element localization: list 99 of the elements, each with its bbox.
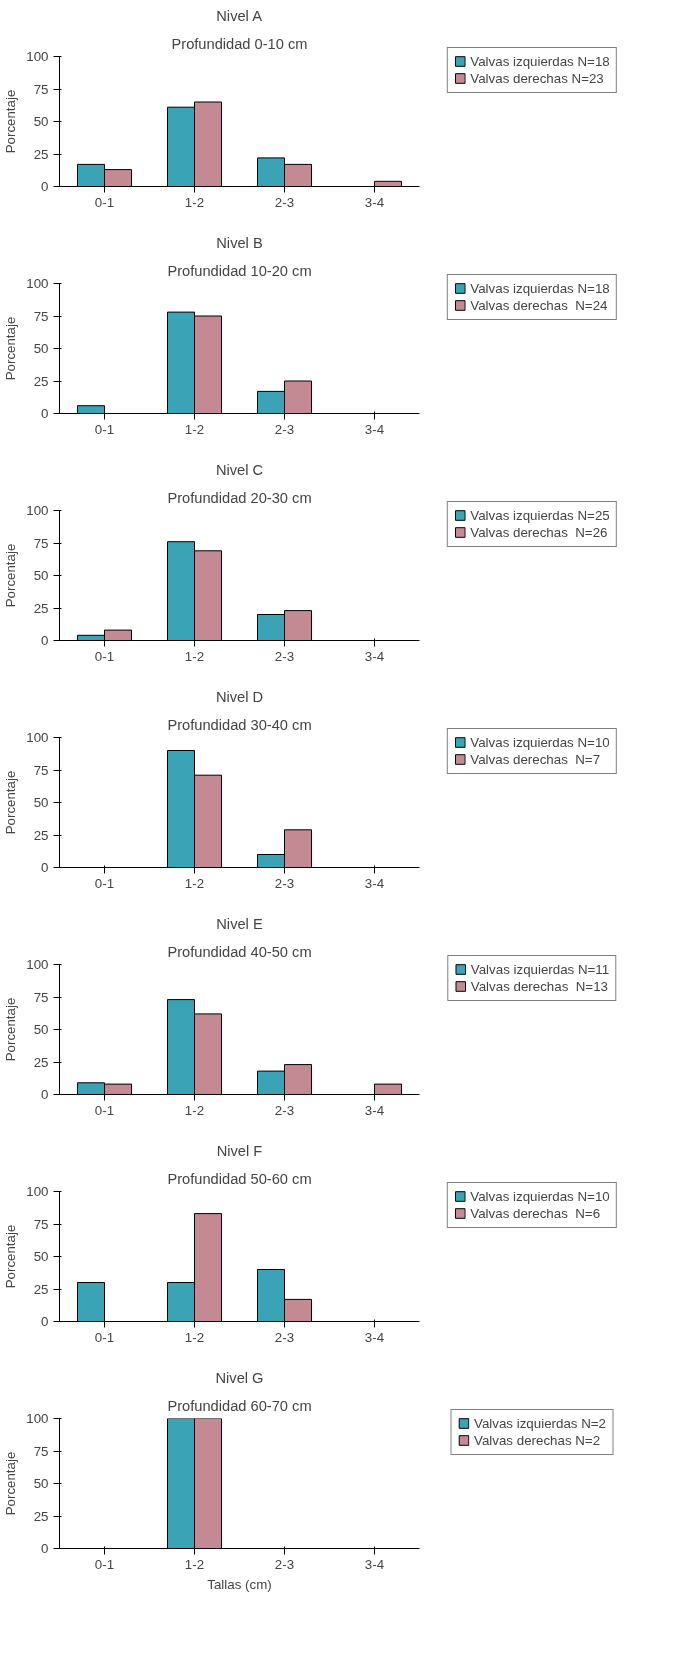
y-tick-label: 50 [33,795,49,810]
y-axis-title: Porcentaje [3,1451,19,1516]
chart-title: Nivel E [216,915,263,932]
x-tick-label: 1-2 [184,1329,205,1345]
legend-label: Valvas derechas N=13 [470,978,608,994]
x-tick-label: 3-4 [364,648,385,664]
y-tick-label: 75 [33,1216,49,1232]
y-axis-title: Porcentaje [3,543,19,608]
x-tick-label: 2-3 [274,875,295,891]
y-tick-label: 75 [33,308,49,324]
x-tick-label: 2-3 [274,421,295,437]
x-tick-label: 2-3 [274,194,295,210]
y-tick-label: 75 [33,81,49,97]
legend-label: Valvas derechas N=23 [470,70,604,86]
x-tick-label: 1-2 [184,648,205,664]
x-tick-label: 1-2 [184,421,205,437]
legend-label: Valvas izquierdas N=25 [470,507,610,523]
y-tick-label: 25 [33,1281,49,1297]
y-tick-label: 100 [26,503,49,518]
y-tick-label: 0 [41,1314,49,1329]
x-tick-label: 3-4 [364,1556,385,1572]
y-tick-label: 100 [26,1184,49,1199]
y-tick-label: 75 [33,535,49,551]
y-tick-label: 75 [33,762,49,778]
x-tick-label: 2-3 [274,1329,295,1345]
x-tick-label: 2-3 [274,648,295,664]
x-tick-label: 3-4 [364,875,385,891]
y-axis-title: Porcentaje [3,316,19,381]
y-tick-label: 25 [33,373,49,389]
y-tick-label: 100 [26,49,49,64]
y-axis-title: Porcentaje [3,997,19,1062]
y-tick-label: 25 [33,1054,49,1070]
y-axis-title: Porcentaje [3,89,19,154]
chart-subtitle: Profundidad 0-10 cm [171,35,308,52]
x-tick-label: 0-1 [94,648,115,664]
y-tick-label: 0 [41,1541,49,1556]
x-tick-label: 1-2 [184,875,205,891]
chart-subtitle: Profundidad 10-20 cm [167,262,312,279]
x-tick-label: 0-1 [94,194,115,210]
chart-subtitle: Profundidad 20-30 cm [167,489,312,506]
legend-label: Valvas izquierdas N=10 [470,1188,610,1204]
x-tick-label: 3-4 [364,1102,385,1118]
chart-subtitle: Profundidad 30-40 cm [167,716,312,733]
y-tick-label: 100 [26,276,49,291]
y-tick-label: 50 [33,1476,49,1491]
y-tick-label: 100 [26,1411,49,1426]
legend-label: Valvas derechas N=24 [470,297,608,313]
chart-title: Nivel C [215,461,264,478]
chart-subtitle: Profundidad 50-60 cm [167,1170,312,1187]
x-tick-label: 3-4 [364,194,385,210]
chart-title: Nivel F [216,1142,263,1159]
legend-label: Valvas derechas N=7 [470,751,601,767]
y-tick-label: 75 [33,1443,49,1459]
y-tick-label: 25 [33,827,49,843]
x-tick-label: 3-4 [364,1329,385,1345]
y-tick-label: 50 [33,568,49,583]
legend-label: Valvas derechas N=2 [474,1432,601,1448]
y-tick-label: 0 [41,633,49,648]
y-tick-label: 0 [41,406,49,421]
x-tick-label: 0-1 [94,875,115,891]
chart-title: Nivel D [215,688,264,705]
chart-title: Nivel G [215,1369,264,1386]
legend-label: Valvas izquierdas N=11 [470,961,610,977]
y-tick-label: 75 [33,989,49,1005]
x-tick-label: 1-2 [184,194,205,210]
y-tick-label: 25 [33,600,49,616]
x-tick-label: 0-1 [94,1556,115,1572]
y-tick-label: 50 [33,1249,49,1264]
legend-label: Valvas izquierdas N=18 [470,280,610,296]
x-axis-title: Tallas (cm) [207,1576,272,1592]
legend-label: Valvas izquierdas N=10 [470,734,610,750]
y-axis-title: Porcentaje [3,1224,19,1289]
x-tick-label: 2-3 [274,1556,295,1572]
x-tick-label: 0-1 [94,1102,115,1118]
legend-label: Valvas izquierdas N=2 [474,1415,606,1431]
y-tick-label: 0 [41,860,49,875]
legend-label: Valvas derechas N=6 [470,1205,601,1221]
y-tick-label: 25 [33,146,49,162]
y-tick-label: 0 [41,1087,49,1102]
chart-title: Nivel A [216,7,263,24]
x-tick-label: 2-3 [274,1102,295,1118]
legend-label: Valvas derechas N=26 [470,524,608,540]
legend-label: Valvas izquierdas N=18 [470,53,610,69]
x-tick-label: 0-1 [94,1329,115,1345]
y-tick-label: 50 [33,114,49,129]
x-tick-label: 0-1 [94,421,115,437]
chart-title: Nivel B [216,234,263,251]
y-tick-label: 50 [33,341,49,356]
x-tick-label: 1-2 [184,1102,205,1118]
x-tick-label: 3-4 [364,421,385,437]
chart-subtitle: Profundidad 40-50 cm [167,943,312,960]
y-tick-label: 0 [41,179,49,194]
y-axis-title: Porcentaje [3,770,19,835]
y-tick-label: 50 [33,1022,49,1037]
y-tick-label: 100 [26,730,49,745]
y-tick-label: 25 [33,1508,49,1524]
y-tick-label: 100 [26,957,49,972]
chart-subtitle: Profundidad 60-70 cm [167,1397,312,1414]
x-tick-label: 1-2 [184,1556,205,1572]
